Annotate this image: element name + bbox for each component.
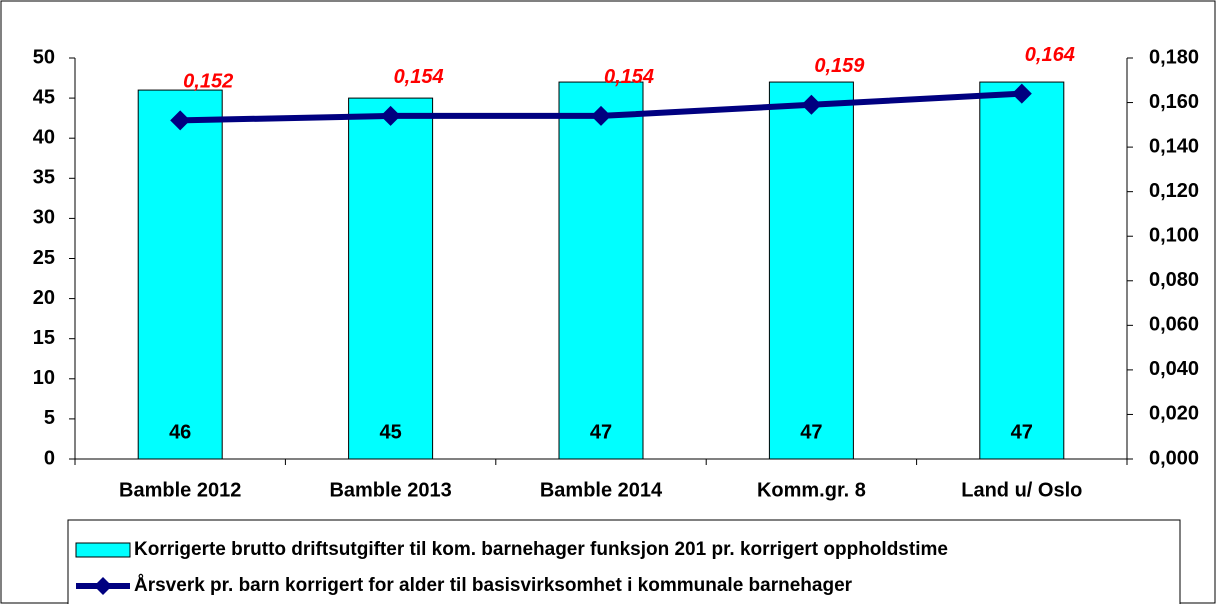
x-tick-label: Komm.gr. 8 xyxy=(757,479,866,501)
y2-tick-label: 0,140 xyxy=(1149,135,1199,157)
y-tick-label: 35 xyxy=(33,167,55,189)
bar-value-label: 45 xyxy=(379,421,401,443)
bar-value-label: 46 xyxy=(169,421,191,443)
y2-tick-label: 0,120 xyxy=(1149,180,1199,202)
line-value-label: 0,154 xyxy=(604,66,654,88)
line-marker xyxy=(591,105,611,126)
legend-label: Korrigerte brutto driftsutgifter til kom… xyxy=(134,539,948,560)
line-value-label: 0,154 xyxy=(394,66,444,88)
y-tick-label: 0 xyxy=(44,447,55,469)
bar xyxy=(348,97,434,460)
bar-value-label: 47 xyxy=(590,421,612,443)
y-tick-label: 15 xyxy=(33,327,55,349)
y-tick-label: 10 xyxy=(33,367,55,389)
y-tick-label: 50 xyxy=(33,46,55,68)
y2-tick-label: 0,060 xyxy=(1149,314,1199,336)
legend-swatch xyxy=(75,542,131,558)
line-value-label: 0,152 xyxy=(183,71,233,93)
y2-tick-label: 0,020 xyxy=(1149,403,1199,425)
y-tick-label: 5 xyxy=(44,407,55,429)
bar-value-label: 47 xyxy=(1011,421,1033,443)
x-tick-label: Land u/ Oslo xyxy=(961,479,1082,501)
line-marker xyxy=(1011,83,1032,104)
line-marker xyxy=(801,94,822,115)
y2-tick-label: 0,100 xyxy=(1149,225,1199,247)
legend-box xyxy=(67,519,1181,604)
x-tick-label: Bamble 2014 xyxy=(540,479,663,501)
y-tick-label: 45 xyxy=(33,86,55,108)
bar xyxy=(558,81,644,460)
x-tick-label: Bamble 2012 xyxy=(119,479,241,501)
legend-marker xyxy=(94,577,112,595)
line-value-label: 0,164 xyxy=(1025,44,1075,66)
bar-value-label: 47 xyxy=(800,421,822,443)
y-tick-label: 40 xyxy=(33,126,55,148)
x-tick-label: Bamble 2013 xyxy=(329,479,451,501)
y2-tick-label: 0,160 xyxy=(1149,91,1199,113)
line-value-label: 0,159 xyxy=(814,55,865,77)
y2-tick-label: 0,000 xyxy=(1149,447,1199,469)
y2-tick-label: 0,080 xyxy=(1149,269,1199,291)
line-marker xyxy=(170,110,191,131)
y2-tick-label: 0,180 xyxy=(1149,46,1199,68)
bar xyxy=(768,81,854,460)
y2-tick-label: 0,040 xyxy=(1149,358,1199,380)
line-marker xyxy=(380,105,401,126)
legend-label: Årsverk pr. barn korrigert for alder til… xyxy=(134,575,853,596)
bar xyxy=(979,81,1065,460)
y-tick-label: 25 xyxy=(33,247,55,269)
y-tick-label: 20 xyxy=(33,287,55,309)
bar xyxy=(137,89,223,460)
y-tick-label: 30 xyxy=(33,207,55,229)
